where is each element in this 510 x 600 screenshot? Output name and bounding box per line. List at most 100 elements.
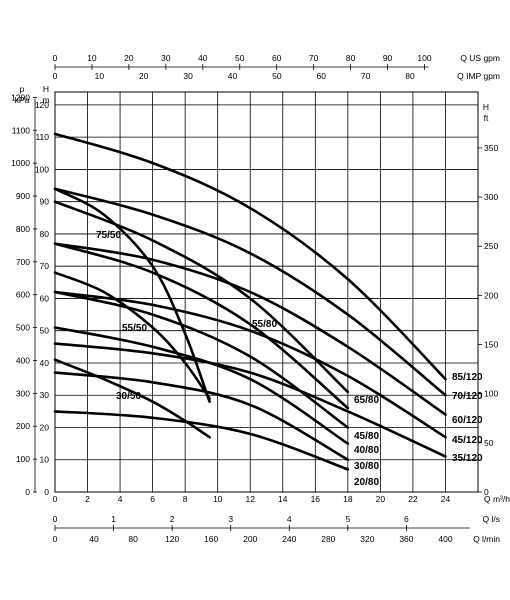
axes: 0 2 4 6 8 10 12 14 16 18 20 22 24 Q m³/h0100200300400… — [11, 53, 510, 544]
lmin-tick-label: 40 — [89, 534, 99, 544]
lmin-axis-label: Q l/min — [473, 534, 500, 544]
curve-85-120 — [53, 132, 447, 381]
imp-gpm-axis-label: Q IMP gpm — [457, 71, 500, 81]
ls-tick-label: 0 — [53, 514, 58, 524]
lmin-tick-label: 280 — [321, 534, 335, 544]
head-m-axis-unit: m — [42, 95, 49, 105]
ls-tick-label: 1 — [111, 514, 116, 524]
curve-35-120 — [53, 342, 447, 458]
head-ft-tick-label: 200 — [484, 290, 498, 300]
head-m-tick-label: 120 — [35, 100, 49, 110]
curve-30-80 — [53, 371, 350, 461]
head-m-tick-label: 50 — [40, 326, 50, 336]
x-axis-label: Q m³/h — [484, 494, 510, 504]
kpa-tick-label: 1100 — [12, 125, 31, 135]
curve-45-120 — [53, 290, 447, 439]
curve-45-80 — [53, 290, 350, 429]
curves — [53, 132, 447, 471]
kpa-tick-label: 300 — [16, 388, 30, 398]
curve-label-35-120: 35/120 — [452, 453, 483, 464]
x-tick-label: 4 — [118, 494, 123, 504]
ls-tick-label: 2 — [170, 514, 175, 524]
imp-gpm-tick-label: 30 — [183, 71, 193, 81]
head-m-tick-label: 100 — [35, 164, 49, 174]
us-gpm-tick-label: 10 — [87, 53, 97, 63]
head-ft-tick-label: 0 — [484, 487, 489, 497]
curve-30-50 — [53, 358, 211, 439]
imp-gpm-tick-label: 70 — [361, 71, 371, 81]
x-tick-label: 24 — [441, 494, 451, 504]
kpa-tick-label: 0 — [25, 487, 30, 497]
curve-label-85-120: 85/120 — [452, 372, 483, 383]
lmin-tick-label: 120 — [165, 534, 179, 544]
head-ft-tick-label: 250 — [484, 241, 498, 251]
us-gpm-tick-label: 90 — [383, 53, 393, 63]
ls-tick-label: 4 — [287, 514, 292, 524]
kpa-axis-symbol: p — [20, 84, 25, 94]
curve-label-45-120: 45/120 — [452, 435, 483, 446]
x-tick-label: 20 — [376, 494, 386, 504]
head-ft-tick-label: 350 — [484, 143, 498, 153]
imp-gpm-tick-label: 20 — [139, 71, 149, 81]
curve-label-20-80: 20/80 — [354, 477, 379, 488]
curve-label-75-50: 75/50 — [96, 230, 121, 241]
imp-gpm-tick-label: 0 — [53, 71, 58, 81]
head-m-tick-label: 30 — [40, 390, 50, 400]
curve-label-65-80: 65/80 — [354, 395, 379, 406]
x-tick-label: 22 — [408, 494, 418, 504]
curve-55-50 — [53, 271, 211, 400]
us-gpm-tick-label: 100 — [417, 53, 431, 63]
kpa-tick-label: 800 — [16, 224, 30, 234]
kpa-tick-label: 200 — [16, 421, 30, 431]
imp-gpm-tick-label: 50 — [272, 71, 282, 81]
lmin-tick-label: 160 — [204, 534, 218, 544]
kpa-tick-label: 900 — [16, 191, 30, 201]
curve-label-45-80: 45/80 — [354, 431, 379, 442]
head-m-tick-label: 110 — [35, 132, 49, 142]
x-tick-label: 8 — [183, 494, 188, 504]
curve-55-80 — [53, 242, 350, 410]
ls-tick-label: 3 — [228, 514, 233, 524]
kpa-axis-unit: kPa — [15, 95, 30, 105]
head-ft-axis-symbol: H — [483, 102, 489, 112]
lmin-tick-label: 320 — [360, 534, 374, 544]
curve-label-60-120: 60/120 — [452, 415, 483, 426]
lmin-tick-label: 400 — [438, 534, 452, 544]
curve-label-30-50: 30/50 — [116, 391, 141, 402]
us-gpm-tick-label: 40 — [198, 53, 208, 63]
curve-label-40-80: 40/80 — [354, 445, 379, 456]
us-gpm-tick-label: 50 — [235, 53, 245, 63]
kpa-tick-label: 600 — [16, 290, 30, 300]
curve-label-55-50: 55/50 — [122, 323, 147, 334]
curve-65-80 — [53, 200, 350, 394]
curve-60-120 — [53, 242, 447, 416]
lmin-tick-label: 240 — [282, 534, 296, 544]
us-gpm-axis-label: Q US gpm — [460, 53, 500, 63]
x-tick-label: 2 — [85, 494, 90, 504]
kpa-tick-label: 100 — [16, 454, 30, 464]
head-ft-tick-label: 300 — [484, 192, 498, 202]
ls-tick-label: 6 — [404, 514, 409, 524]
kpa-tick-label: 1000 — [11, 158, 30, 168]
curve-70-120 — [53, 187, 447, 397]
head-m-tick-label: 60 — [40, 293, 50, 303]
curve-label-70-120: 70/120 — [452, 391, 483, 402]
head-m-tick-label: 70 — [40, 261, 50, 271]
x-tick-label: 14 — [278, 494, 288, 504]
x-tick-label: 0 — [53, 494, 58, 504]
kpa-tick-label: 500 — [16, 323, 30, 333]
us-gpm-tick-label: 60 — [272, 53, 282, 63]
head-m-tick-label: 90 — [40, 197, 50, 207]
head-m-tick-label: 40 — [40, 358, 50, 368]
head-m-tick-label: 10 — [40, 455, 50, 465]
imp-gpm-tick-label: 60 — [317, 71, 327, 81]
x-tick-label: 10 — [213, 494, 223, 504]
us-gpm-tick-label: 70 — [309, 53, 319, 63]
head-m-tick-label: 20 — [40, 422, 50, 432]
curve-label-55-80: 55/80 — [252, 319, 277, 330]
grid — [54, 91, 479, 493]
x-tick-label: 12 — [245, 494, 255, 504]
x-tick-label: 18 — [343, 494, 353, 504]
head-ft-axis-unit: ft — [484, 113, 489, 123]
